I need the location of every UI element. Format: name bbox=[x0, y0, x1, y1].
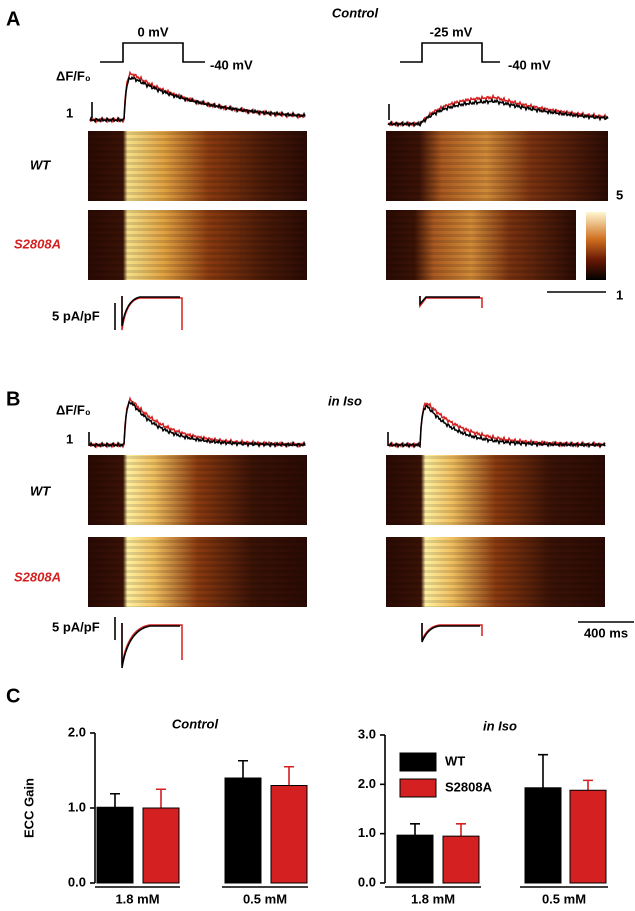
panel-label: C bbox=[6, 685, 20, 707]
colorbar-label: 5 bbox=[616, 187, 623, 202]
panel-label: B bbox=[6, 388, 20, 410]
scale-label: 1 bbox=[66, 105, 73, 120]
chart-title: Control bbox=[172, 716, 219, 731]
line-scan-texture bbox=[88, 131, 307, 201]
colorbar-label: 1 bbox=[616, 287, 623, 302]
bar bbox=[396, 834, 434, 884]
y-tick-label: 1.0 bbox=[358, 825, 376, 840]
fluor-traces bbox=[89, 396, 606, 449]
bar bbox=[224, 777, 262, 884]
line-scan-texture bbox=[88, 210, 307, 280]
legend-swatch bbox=[399, 752, 437, 772]
x-tick-label: 0.5 mM bbox=[542, 891, 586, 906]
current-trace bbox=[419, 296, 480, 307]
x-tick-label: 1.8 mM bbox=[115, 891, 159, 906]
error-bar bbox=[284, 765, 294, 786]
fluor-traces bbox=[89, 70, 609, 128]
error-bar bbox=[156, 788, 166, 808]
y-tick-label: 2.0 bbox=[358, 776, 376, 791]
error-bar bbox=[538, 753, 548, 788]
line-scan-texture bbox=[386, 455, 605, 525]
current-trace bbox=[121, 296, 180, 327]
current-trace bbox=[121, 296, 183, 331]
panel-title: in Iso bbox=[328, 393, 362, 408]
fluor-label: ΔF/F₀ bbox=[56, 402, 91, 417]
bar bbox=[270, 785, 308, 884]
y-tick-label: 2.0 bbox=[68, 724, 86, 739]
voltage-label: -40 mV bbox=[210, 57, 253, 72]
x-tick-label: 0.5 mM bbox=[243, 891, 287, 906]
scale-label: 1 bbox=[66, 431, 73, 446]
panel-label: A bbox=[6, 8, 20, 30]
y-axis-label: ECC Gain bbox=[21, 778, 36, 838]
legend-label: WT bbox=[445, 753, 465, 768]
current-trace bbox=[421, 623, 480, 643]
panel-title: Control bbox=[332, 5, 379, 20]
legend-label: S2808A bbox=[445, 779, 493, 794]
voltage-label: 0 mV bbox=[137, 24, 168, 39]
current-scale-label: 5 pA/pF bbox=[52, 619, 100, 634]
row-label: WT bbox=[30, 157, 51, 172]
bar bbox=[569, 789, 607, 884]
fluor-label: ΔF/F₀ bbox=[56, 68, 91, 83]
y-tick-label: 0.0 bbox=[358, 874, 376, 889]
chart-title: in Iso bbox=[483, 718, 517, 733]
colorbar bbox=[586, 212, 606, 280]
current-trace bbox=[121, 623, 183, 666]
error-bar bbox=[410, 823, 420, 836]
bar bbox=[142, 807, 180, 884]
error-bar bbox=[110, 792, 120, 808]
x-tick-label: 1.8 mM bbox=[411, 891, 455, 906]
y-tick-label: 3.0 bbox=[358, 726, 376, 741]
legend-swatch bbox=[399, 778, 437, 798]
line-scan-texture bbox=[386, 537, 605, 607]
row-label: S2808A bbox=[14, 236, 61, 251]
voltage-label: -40 mV bbox=[508, 57, 551, 72]
current-trace bbox=[419, 296, 483, 309]
fluor-trace bbox=[387, 97, 609, 128]
line-scan-texture bbox=[88, 455, 307, 525]
bar bbox=[442, 835, 480, 884]
time-scale-label: 400 ms bbox=[584, 625, 628, 640]
voltage-label: -25 mV bbox=[430, 24, 473, 39]
voltage-step bbox=[400, 42, 500, 63]
y-tick-label: 0.0 bbox=[68, 874, 86, 889]
current-trace bbox=[121, 623, 180, 669]
bar bbox=[524, 787, 562, 884]
voltage-step bbox=[100, 42, 205, 63]
y-tick-label: 1.0 bbox=[68, 799, 86, 814]
fluor-trace bbox=[89, 75, 306, 124]
error-bar bbox=[238, 759, 248, 778]
error-bar bbox=[583, 779, 593, 791]
row-label: S2808A bbox=[14, 569, 61, 584]
current-scale-label: 5 pA/pF bbox=[52, 308, 100, 323]
fluor-trace bbox=[387, 401, 606, 449]
error-bar bbox=[456, 823, 466, 837]
fluor-trace bbox=[89, 396, 306, 449]
line-scan-texture bbox=[386, 131, 608, 201]
row-label: WT bbox=[30, 483, 51, 498]
line-scan-texture bbox=[386, 210, 576, 280]
fluor-trace bbox=[89, 400, 306, 449]
fluor-trace bbox=[387, 404, 606, 449]
bar bbox=[96, 806, 134, 884]
line-scan-texture bbox=[88, 537, 307, 607]
